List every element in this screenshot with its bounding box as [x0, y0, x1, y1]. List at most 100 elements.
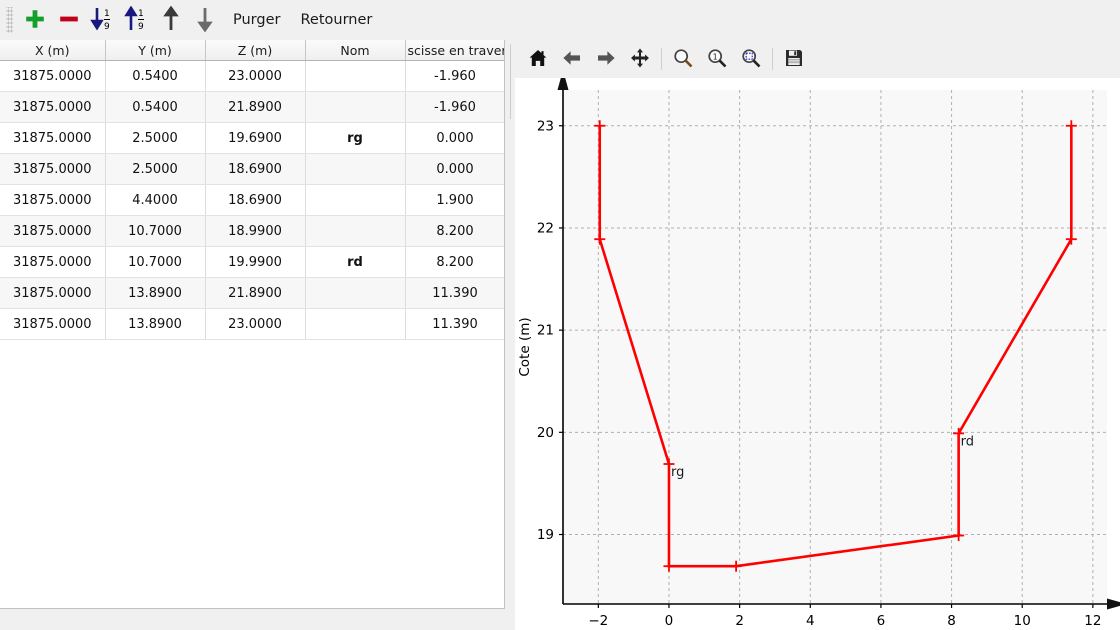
move-down-button[interactable]	[188, 3, 222, 37]
sort-ascending-button[interactable]: 1 9	[120, 3, 154, 37]
cell-z[interactable]: 18.9900	[205, 215, 306, 247]
column-header-nom[interactable]: Nom	[305, 40, 406, 61]
column-header-abscisse[interactable]: scisse en travers	[405, 40, 504, 61]
cell-nom[interactable]: rd	[305, 246, 406, 278]
cell-y[interactable]: 13.8900	[105, 277, 206, 309]
table-row[interactable]: 31875.0000 4.4000 18.6900 1.900	[0, 184, 504, 216]
data-markers[interactable]	[594, 120, 1077, 572]
cell-x[interactable]: 31875.0000	[0, 91, 106, 123]
back-button[interactable]	[555, 43, 589, 75]
cell-z[interactable]: 19.6900	[205, 122, 306, 154]
cell-y[interactable]: 13.8900	[105, 308, 206, 340]
plot-area	[563, 90, 1107, 604]
cell-z[interactable]: 18.6900	[205, 153, 306, 185]
svg-text:20: 20	[537, 425, 554, 441]
gridlines	[563, 90, 1107, 604]
sort-descending-button[interactable]: 1 9	[86, 3, 120, 37]
zoom-one-button[interactable]: 1	[700, 43, 734, 75]
tick-labels: −2 0 2 4 6 8 10 12 19 20 21 22 23	[537, 118, 1102, 629]
purge-button[interactable]: Purger	[224, 9, 289, 31]
svg-text:0: 0	[665, 613, 674, 629]
cell-z[interactable]: 23.0000	[205, 60, 306, 92]
cell-z[interactable]: 21.8900	[205, 277, 306, 309]
remove-row-button[interactable]	[52, 3, 86, 37]
svg-text:9: 9	[138, 22, 144, 32]
svg-text:1: 1	[713, 52, 718, 61]
svg-text:9: 9	[104, 22, 110, 32]
cell-nom[interactable]	[305, 60, 406, 92]
cell-nom[interactable]	[305, 215, 406, 247]
toolbar-drag-handle[interactable]	[6, 7, 13, 33]
cell-abscisse: -1.960	[405, 91, 504, 123]
move-cross-icon	[629, 47, 651, 72]
magnifier-region-icon	[740, 47, 762, 72]
table-row[interactable]: 31875.0000 2.5000 18.6900 0.000	[0, 153, 504, 185]
cell-nom[interactable]	[305, 277, 406, 309]
cell-z[interactable]: 18.6900	[205, 184, 306, 216]
cell-y[interactable]: 0.5400	[105, 60, 206, 92]
plus-icon	[23, 7, 47, 34]
add-row-button[interactable]	[18, 3, 52, 37]
svg-text:rd: rd	[961, 434, 974, 449]
cell-nom[interactable]: rg	[305, 122, 406, 154]
svg-text:6: 6	[877, 613, 886, 629]
cell-y[interactable]: 4.4000	[105, 184, 206, 216]
pane-splitter[interactable]	[507, 40, 515, 630]
table-row[interactable]: 31875.0000 0.5400 21.8900 -1.960	[0, 91, 504, 123]
table-row[interactable]: 31875.0000 10.7000 19.9900 rd 8.200	[0, 246, 504, 278]
minus-icon	[57, 7, 81, 34]
cell-y[interactable]: 2.5000	[105, 153, 206, 185]
svg-text:2: 2	[735, 613, 744, 629]
save-button[interactable]	[777, 43, 811, 75]
cell-x[interactable]: 31875.0000	[0, 153, 106, 185]
points-table-frame[interactable]: X (m) Y (m) Z (m) Nom scisse en travers …	[0, 40, 505, 609]
reverse-button[interactable]: Retourner	[291, 9, 381, 31]
home-button[interactable]	[521, 43, 555, 75]
cell-x[interactable]: 31875.0000	[0, 308, 106, 340]
cell-x[interactable]: 31875.0000	[0, 246, 106, 278]
cell-x[interactable]: 31875.0000	[0, 122, 106, 154]
column-header-y[interactable]: Y (m)	[105, 40, 206, 61]
cell-abscisse: 0.000	[405, 122, 504, 154]
column-header-z[interactable]: Z (m)	[205, 40, 306, 61]
cell-x[interactable]: 31875.0000	[0, 60, 106, 92]
table-row[interactable]: 31875.0000 0.5400 23.0000 -1.960	[0, 60, 504, 92]
table-body: 31875.0000 0.5400 23.0000 -1.960 31875.0…	[0, 60, 504, 340]
cell-nom[interactable]	[305, 184, 406, 216]
move-up-button[interactable]	[154, 3, 188, 37]
forward-button[interactable]	[589, 43, 623, 75]
cell-nom[interactable]	[305, 153, 406, 185]
cell-z[interactable]: 21.8900	[205, 91, 306, 123]
cell-z[interactable]: 19.9900	[205, 246, 306, 278]
points-table[interactable]: X (m) Y (m) Z (m) Nom scisse en travers …	[0, 40, 504, 340]
cell-x[interactable]: 31875.0000	[0, 277, 106, 309]
cell-nom[interactable]	[305, 91, 406, 123]
svg-text:−2: −2	[588, 613, 608, 629]
floppy-disk-icon	[783, 47, 805, 72]
svg-text:19: 19	[537, 527, 554, 543]
table-row[interactable]: 31875.0000 10.7000 18.9900 8.200	[0, 215, 504, 247]
cell-y[interactable]: 2.5000	[105, 122, 206, 154]
arrow-up-icon	[159, 5, 183, 35]
toolbar-separator	[661, 48, 662, 70]
cell-x[interactable]: 31875.0000	[0, 184, 106, 216]
svg-text:10: 10	[1014, 613, 1031, 629]
cell-z[interactable]: 23.0000	[205, 308, 306, 340]
column-header-x[interactable]: X (m)	[0, 40, 106, 61]
pan-button[interactable]	[623, 43, 657, 75]
toolbar-separator	[772, 48, 773, 70]
cell-y[interactable]: 0.5400	[105, 91, 206, 123]
table-row[interactable]: 31875.0000 2.5000 19.6900 rg 0.000	[0, 122, 504, 154]
cell-x[interactable]: 31875.0000	[0, 215, 106, 247]
cell-abscisse: -1.960	[405, 60, 504, 92]
zoom-button[interactable]	[666, 43, 700, 75]
zoom-region-button[interactable]	[734, 43, 768, 75]
cell-y[interactable]: 10.7000	[105, 246, 206, 278]
cell-y[interactable]: 10.7000	[105, 215, 206, 247]
table-row[interactable]: 31875.0000 13.8900 23.0000 11.390	[0, 308, 504, 340]
cell-nom[interactable]	[305, 308, 406, 340]
table-row[interactable]: 31875.0000 13.8900 21.8900 11.390	[0, 277, 504, 309]
